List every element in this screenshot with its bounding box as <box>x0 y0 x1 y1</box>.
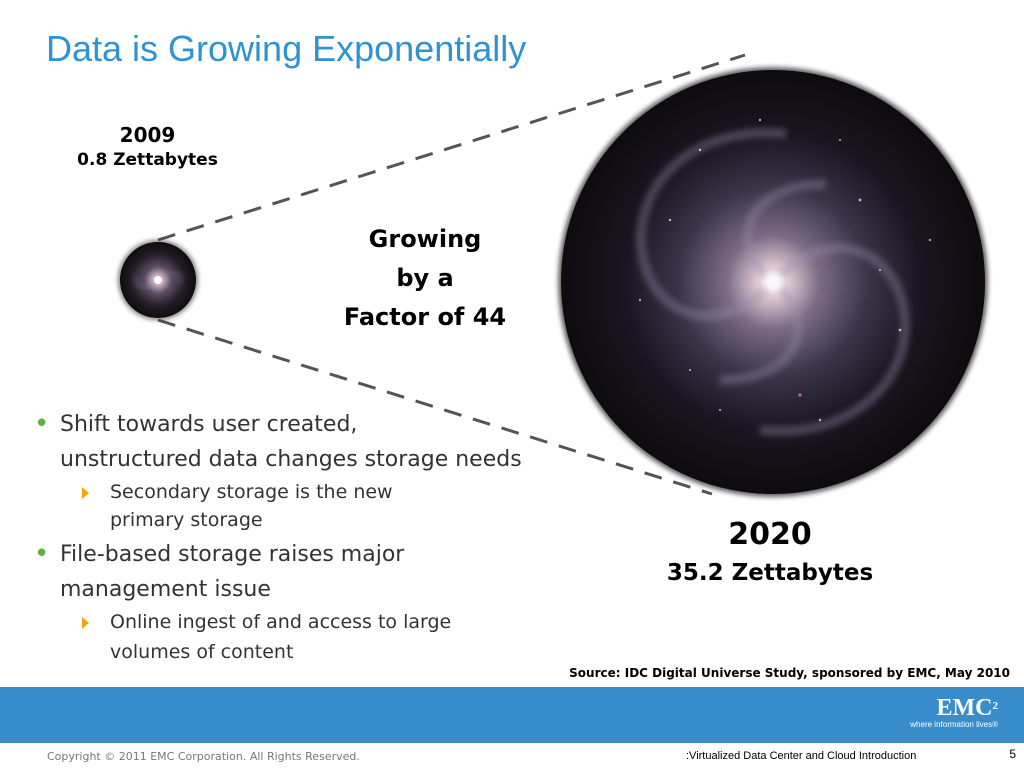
small-year: 2009 <box>119 123 176 147</box>
small-value: 0.8 Zettabytes <box>77 150 218 170</box>
footer-band <box>0 687 1024 743</box>
sub-bullet-1: Secondary storage is the new primary sto… <box>30 477 550 533</box>
course-title: :Virtualized Data Center and Cloud Intro… <box>686 750 917 762</box>
growth-line-1: Growing <box>368 225 482 253</box>
source-citation: Source: IDC Digital Universe Study, spon… <box>569 666 1010 680</box>
bullet-dot-icon: • <box>34 539 50 569</box>
connector-top <box>157 53 746 242</box>
growth-line-2: by a <box>396 264 454 292</box>
logo-tagline: where information lives® <box>910 720 998 729</box>
growth-line-3: Factor of 44 <box>343 303 507 331</box>
copyright-text: Copyright © 2011 EMC Corporation. All Ri… <box>47 750 360 763</box>
triangle-arrow-icon <box>82 487 89 499</box>
year-2009-label: 2009 0.8 Zettabytes <box>60 122 235 172</box>
bullet-dot-icon: • <box>34 409 50 439</box>
bullet-1: • Shift towards user created, unstructur… <box>34 409 522 472</box>
large-galaxy-image <box>558 67 988 497</box>
growth-callout: Growing by a Factor of 44 <box>330 220 520 337</box>
connector-bottom <box>157 318 713 496</box>
triangle-arrow-icon <box>82 617 89 629</box>
year-2020-label: 2020 35.2 Zettabytes <box>660 516 880 592</box>
emc-logo: EMC2 where information lives® <box>910 695 998 729</box>
bullet-2: • File-based storage raises major manage… <box>34 539 405 602</box>
small-galaxy-image <box>118 240 198 320</box>
bullet-list: • Shift towards user created, unstructur… <box>30 407 550 667</box>
large-value: 35.2 Zettabytes <box>666 560 874 586</box>
slide-title: Data is Growing Exponentially <box>46 28 527 69</box>
sub-bullet-2: Online ingest of and access to large vol… <box>30 607 550 667</box>
large-year: 2020 <box>728 517 812 552</box>
page-number: 5 <box>1009 747 1016 761</box>
